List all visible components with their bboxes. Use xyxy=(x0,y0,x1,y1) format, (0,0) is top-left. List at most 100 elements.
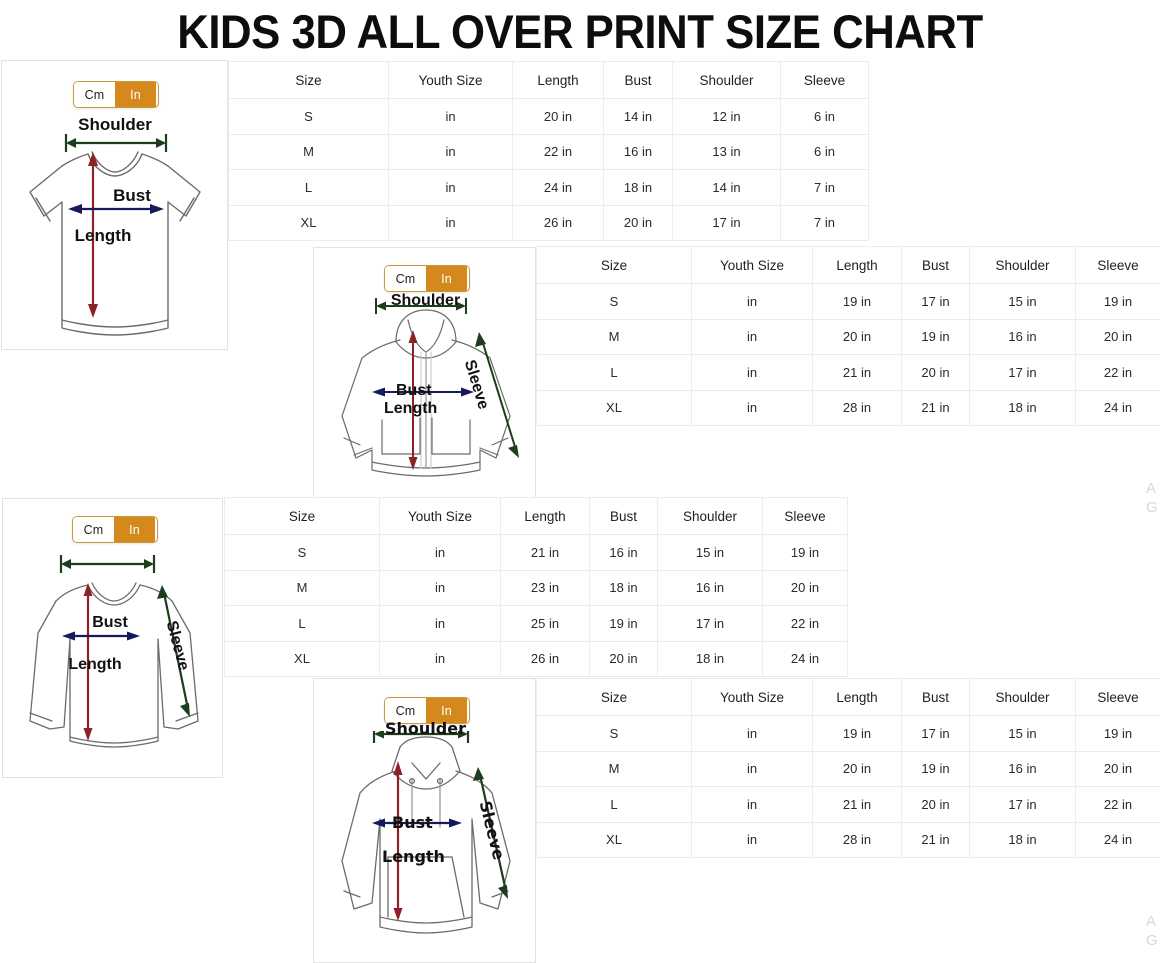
shoulder-measure-arrow xyxy=(372,731,470,743)
table-header-row: Size Youth Size Length Bust Shoulder Sle… xyxy=(536,246,1160,284)
table-row: XL in 28 in 21 in 18 in 24 in xyxy=(536,821,1160,858)
table-header-row: Size Youth Size Length Bust Shoulder Sle… xyxy=(228,61,869,99)
cell-length: 26 in xyxy=(500,640,590,677)
table-row: XL in 26 in 20 in 17 in 7 in xyxy=(228,204,869,241)
column-header-bust: Bust xyxy=(589,497,658,535)
edge-cutoff-line-1: A xyxy=(1146,480,1157,497)
cell-bust: 16 in xyxy=(589,534,658,571)
table-header-row: Size Youth Size Length Bust Shoulder Sle… xyxy=(536,678,1160,716)
cell-bust: 20 in xyxy=(901,786,970,823)
cell-bust: 18 in xyxy=(603,169,673,206)
bust-measure-arrow xyxy=(62,631,140,641)
table-row: S in 20 in 14 in 12 in 6 in xyxy=(228,98,869,135)
unit-toggle-cm[interactable]: Cm xyxy=(385,698,426,723)
cell-shoulder: 18 in xyxy=(657,640,763,677)
cell-bust: 19 in xyxy=(901,750,970,787)
cell-size: S xyxy=(536,283,692,320)
cell-shoulder: 18 in xyxy=(969,821,1076,858)
cell-youth-size: in xyxy=(691,821,813,858)
cell-youth-size: in xyxy=(379,534,501,571)
cell-size: M xyxy=(228,133,389,170)
pullover-hoodie-diagram xyxy=(341,731,511,934)
column-header-length: Length xyxy=(812,246,902,284)
zip-hoodie-diagram xyxy=(341,298,519,477)
unit-toggle-t-shirt[interactable]: Cm In xyxy=(73,81,159,108)
cell-length: 21 in xyxy=(812,354,902,391)
cell-size: M xyxy=(224,569,380,606)
size-table-pullover-hoodie: Size Youth Size Length Bust Shoulder Sle… xyxy=(536,678,1160,858)
table-row: M in 20 in 19 in 16 in 20 in xyxy=(536,318,1160,355)
unit-toggle-cm[interactable]: Cm xyxy=(385,266,426,291)
column-header-bust: Bust xyxy=(901,678,970,716)
bust-label: Bust xyxy=(396,382,432,399)
t-shirt-diagram: Shoulder Length Bust xyxy=(29,116,201,336)
cell-sleeve: 7 in xyxy=(780,169,869,206)
edge-cutoff-text-lower: A G xyxy=(1146,912,1160,954)
unit-toggle-zip-hoodie[interactable]: Cm In xyxy=(384,265,470,292)
unit-toggle-in[interactable]: In xyxy=(426,698,467,723)
column-header-bust: Bust xyxy=(901,246,970,284)
sleeve-measure-arrow xyxy=(475,332,519,458)
cell-youth-size: in xyxy=(379,640,501,677)
cell-bust: 19 in xyxy=(901,318,970,355)
edge-cutoff-line-2: G xyxy=(1146,499,1158,516)
cell-sleeve: 20 in xyxy=(1075,318,1160,355)
cell-bust: 20 in xyxy=(603,204,673,241)
unit-toggle-cm[interactable]: Cm xyxy=(74,82,115,107)
cell-bust: 16 in xyxy=(603,133,673,170)
sleeve-measure-arrow xyxy=(157,585,190,717)
cell-shoulder: 16 in xyxy=(969,750,1076,787)
cell-shoulder: 15 in xyxy=(969,715,1076,752)
table-row: XL in 26 in 20 in 18 in 24 in xyxy=(224,640,848,677)
cell-sleeve: 19 in xyxy=(762,534,848,571)
length-label: Length xyxy=(384,400,438,417)
table-row: L in 21 in 20 in 17 in 22 in xyxy=(536,354,1160,391)
cell-bust: 19 in xyxy=(589,605,658,642)
cell-size: L xyxy=(536,354,692,391)
cell-size: S xyxy=(228,98,389,135)
length-measure-arrow xyxy=(83,583,93,741)
column-header-youth-size: Youth Size xyxy=(691,678,813,716)
bust-label: Bust xyxy=(113,186,151,205)
unit-toggle-in[interactable]: In xyxy=(115,82,156,107)
cell-length: 19 in xyxy=(812,715,902,752)
cell-length: 21 in xyxy=(500,534,590,571)
cell-youth-size: in xyxy=(388,169,513,206)
unit-toggle-in[interactable]: In xyxy=(114,517,155,542)
cell-size: XL xyxy=(224,640,380,677)
table-row: S in 19 in 17 in 15 in 19 in xyxy=(536,283,1160,320)
bust-measure-arrow xyxy=(372,387,474,397)
size-table-zip-hoodie: Size Youth Size Length Bust Shoulder Sle… xyxy=(536,246,1160,426)
cell-sleeve: 7 in xyxy=(780,204,869,241)
unit-toggle-long-sleeve-shirt[interactable]: Cm In xyxy=(72,516,158,543)
cell-sleeve: 6 in xyxy=(780,133,869,170)
size-table-t-shirt: Size Youth Size Length Bust Shoulder Sle… xyxy=(228,61,869,241)
table-row: M in 22 in 16 in 13 in 6 in xyxy=(228,133,869,170)
sleeve-measure-arrow xyxy=(473,767,508,899)
column-header-sleeve: Sleeve xyxy=(762,497,848,535)
column-header-shoulder: Shoulder xyxy=(672,61,781,99)
cell-shoulder: 17 in xyxy=(969,354,1076,391)
column-header-shoulder: Shoulder xyxy=(969,246,1076,284)
cell-size: L xyxy=(224,605,380,642)
unit-toggle-in[interactable]: In xyxy=(426,266,467,291)
unit-toggle-cm[interactable]: Cm xyxy=(73,517,114,542)
cell-bust: 18 in xyxy=(589,569,658,606)
table-row: S in 21 in 16 in 15 in 19 in xyxy=(224,534,848,571)
column-header-sleeve: Sleeve xyxy=(780,61,869,99)
cell-size: M xyxy=(536,318,692,355)
cell-size: L xyxy=(228,169,389,206)
diagram-card-pullover-hoodie: Cm In xyxy=(313,678,536,963)
edge-cutoff-line-2: G xyxy=(1146,932,1158,949)
cell-size: L xyxy=(536,786,692,823)
cell-sleeve: 20 in xyxy=(762,569,848,606)
unit-toggle-pullover-hoodie[interactable]: Cm In xyxy=(384,697,470,724)
cell-size: S xyxy=(536,715,692,752)
cell-youth-size: in xyxy=(691,318,813,355)
cell-length: 20 in xyxy=(812,750,902,787)
column-header-youth-size: Youth Size xyxy=(388,61,513,99)
shoulder-label: Shoulder xyxy=(385,719,466,738)
cell-sleeve: 19 in xyxy=(1075,283,1160,320)
cell-bust: 21 in xyxy=(901,821,970,858)
cell-shoulder: 15 in xyxy=(657,534,763,571)
